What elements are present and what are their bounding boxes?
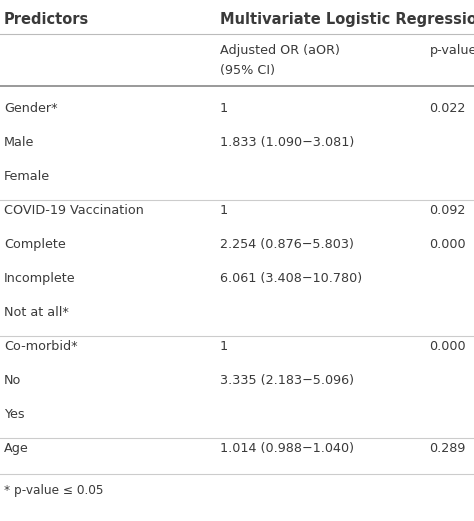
Text: Not at all*: Not at all* xyxy=(4,306,69,319)
Text: Gender*: Gender* xyxy=(4,102,58,115)
Text: 1: 1 xyxy=(220,340,228,353)
Text: 0.000: 0.000 xyxy=(429,238,466,251)
Text: 0.022: 0.022 xyxy=(429,102,466,115)
Text: 0.092: 0.092 xyxy=(429,204,466,217)
Text: Multivariate Logistic Regression: Multivariate Logistic Regression xyxy=(220,12,474,27)
Text: 0.000: 0.000 xyxy=(429,340,466,353)
Text: 1: 1 xyxy=(220,204,228,217)
Text: Incomplete: Incomplete xyxy=(4,272,76,285)
Text: Female: Female xyxy=(4,170,50,183)
Text: Age: Age xyxy=(4,442,29,455)
Text: 2.254 (0.876−5.803): 2.254 (0.876−5.803) xyxy=(220,238,354,251)
Text: 3.335 (2.183−5.096): 3.335 (2.183−5.096) xyxy=(220,374,354,387)
Text: Complete: Complete xyxy=(4,238,66,251)
Text: p-value: p-value xyxy=(430,44,474,57)
Text: 1.014 (0.988−1.040): 1.014 (0.988−1.040) xyxy=(220,442,354,455)
Text: (95% CI): (95% CI) xyxy=(220,64,275,77)
Text: 6.061 (3.408−10.780): 6.061 (3.408−10.780) xyxy=(220,272,362,285)
Text: 1: 1 xyxy=(220,102,228,115)
Text: 1.833 (1.090−3.081): 1.833 (1.090−3.081) xyxy=(220,136,354,149)
Text: Adjusted OR (aOR): Adjusted OR (aOR) xyxy=(220,44,340,57)
Text: No: No xyxy=(4,374,21,387)
Text: Yes: Yes xyxy=(4,408,25,421)
Text: Male: Male xyxy=(4,136,35,149)
Text: Predictors: Predictors xyxy=(4,12,89,27)
Text: COVID-19 Vaccination: COVID-19 Vaccination xyxy=(4,204,144,217)
Text: Co-morbid*: Co-morbid* xyxy=(4,340,78,353)
Text: 0.289: 0.289 xyxy=(429,442,466,455)
Text: * p-value ≤ 0.05: * p-value ≤ 0.05 xyxy=(4,484,103,497)
